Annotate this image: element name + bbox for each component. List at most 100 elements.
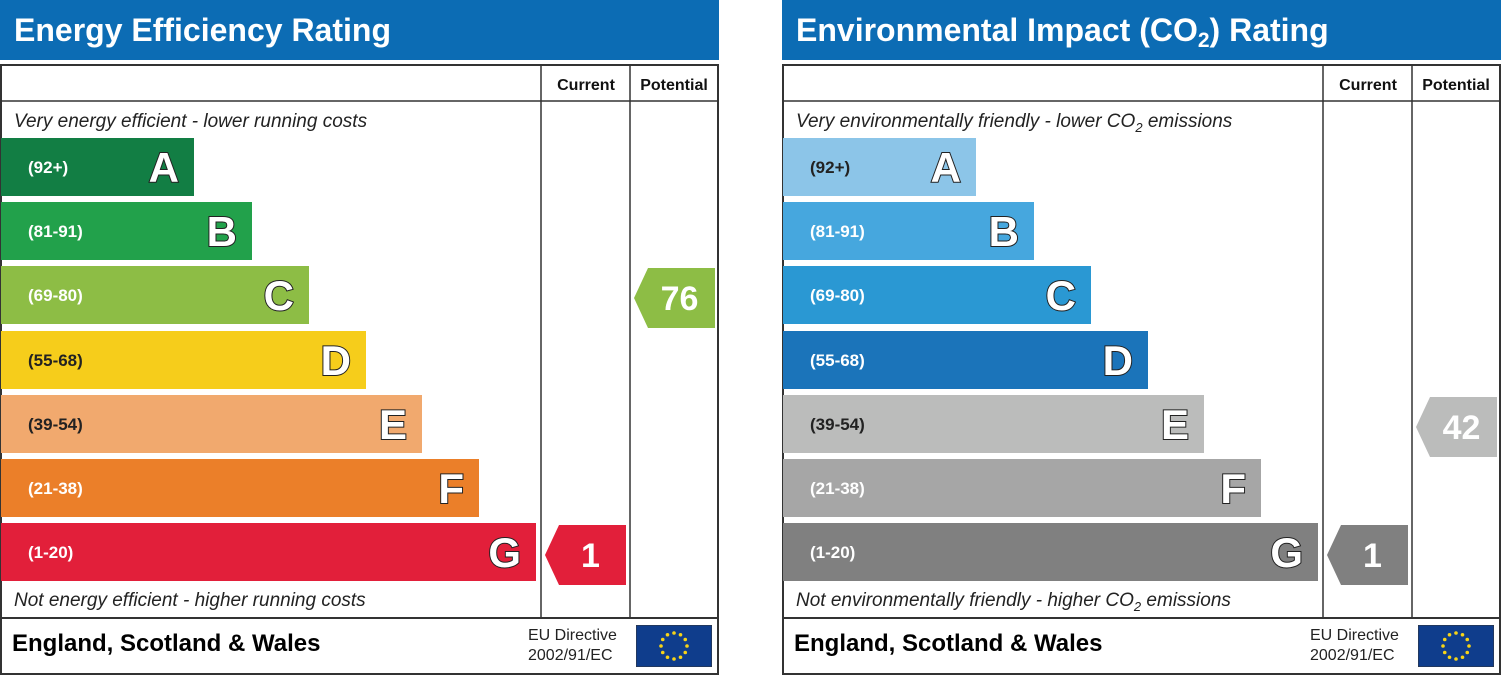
- energy-top-text: Very energy efficient - lower running co…: [14, 111, 368, 132]
- energy-band-g: [1, 523, 536, 581]
- env-band-range-d: (55-68): [810, 351, 865, 370]
- energy-eu-line1: EU Directive: [528, 627, 617, 644]
- eu-star: [1465, 637, 1470, 642]
- env-band-range-f: (21-38): [810, 479, 865, 498]
- env-footer-region: England, Scotland & Wales: [794, 630, 1103, 657]
- energy-bottom-text: Not energy efficient - higher running co…: [14, 590, 366, 611]
- energy-current-arrow: [545, 525, 626, 585]
- energy-chart: Current Potential Very energy efficient …: [0, 64, 719, 675]
- eu-star: [660, 637, 665, 642]
- eu-star: [678, 655, 683, 660]
- energy-potential-arrow: [634, 268, 715, 328]
- env-col-potential: Potential: [1422, 77, 1490, 94]
- energy-band-range-a: (92+): [28, 158, 68, 177]
- energy-band-f: [1, 459, 479, 517]
- eu-star: [660, 650, 665, 655]
- energy-chart-frame: Current Potential Very energy efficient …: [0, 64, 719, 675]
- energy-footer-region: England, Scotland & Wales: [12, 630, 321, 657]
- env-band-letter-c: C: [1046, 272, 1076, 319]
- env-top-text: Very environmentally friendly - lower CO…: [796, 111, 1233, 135]
- eu-star: [1447, 655, 1452, 660]
- energy-title: Energy Efficiency Rating: [14, 12, 391, 48]
- env-eu-directive: EU Directive 2002/91/EC: [1310, 626, 1399, 666]
- energy-band-range-d: (55-68): [28, 351, 83, 370]
- eu-star: [678, 632, 683, 637]
- env-band-range-e: (39-54): [810, 415, 865, 434]
- energy-eu-directive: EU Directive 2002/91/EC: [528, 626, 617, 666]
- eu-star: [1460, 655, 1465, 660]
- env-band-range-g: (1-20): [810, 543, 855, 562]
- eu-star: [659, 644, 663, 648]
- energy-col-potential: Potential: [640, 77, 708, 94]
- env-band-letter-a: A: [931, 144, 961, 191]
- environmental-rating-panel: Environmental Impact (CO2) Rating Curren…: [782, 0, 1501, 675]
- eu-flag-icon: [1418, 625, 1494, 667]
- energy-current-value: 1: [581, 537, 600, 575]
- energy-band-a: [1, 138, 194, 196]
- env-title: Environmental Impact (CO2) Rating: [796, 12, 1329, 52]
- env-potential-value: 42: [1443, 409, 1481, 447]
- energy-bands: (92+) A (81-91) B (69-80) C (55-68) D (39-54) E (2…: [1, 138, 536, 581]
- eu-star: [1454, 631, 1458, 635]
- energy-band-c: [1, 266, 309, 324]
- env-band-c: [783, 266, 1091, 324]
- env-markers: 1 42: [1327, 397, 1497, 585]
- energy-band-letter-c: C: [264, 272, 294, 319]
- energy-band-letter-f: F: [438, 465, 464, 512]
- energy-band-range-b: (81-91): [28, 222, 83, 241]
- eu-star: [1460, 632, 1465, 637]
- env-bands: (92+) A (81-91) B (69-80) C (55-68) D (39-54) E (2…: [783, 138, 1318, 581]
- energy-band-b: [1, 202, 252, 260]
- env-band-letter-b: B: [989, 208, 1019, 255]
- eu-star: [1454, 657, 1458, 661]
- eu-star: [683, 637, 688, 642]
- eu-star: [1442, 650, 1447, 655]
- energy-band-range-f: (21-38): [28, 479, 83, 498]
- eu-star: [665, 632, 670, 637]
- env-chart: Current Potential Very environmentally f…: [782, 64, 1501, 675]
- env-current-value: 1: [1363, 537, 1382, 575]
- energy-band-range-e: (39-54): [28, 415, 83, 434]
- energy-band-letter-d: D: [321, 337, 351, 384]
- env-band-e: [783, 395, 1204, 453]
- env-band-letter-g: G: [1270, 529, 1303, 576]
- eu-star: [1442, 637, 1447, 642]
- env-band-range-a: (92+): [810, 158, 850, 177]
- energy-band-letter-b: B: [207, 208, 237, 255]
- env-band-range-c: (69-80): [810, 286, 865, 305]
- energy-band-e: [1, 395, 422, 453]
- energy-band-letter-a: A: [149, 144, 179, 191]
- energy-rating-panel: Energy Efficiency Rating Current Potenti…: [0, 0, 719, 675]
- env-potential-arrow: [1416, 397, 1497, 457]
- eu-star: [672, 657, 676, 661]
- energy-band-range-g: (1-20): [28, 543, 73, 562]
- eu-star: [1465, 650, 1470, 655]
- energy-col-current: Current: [557, 77, 615, 94]
- energy-band-letter-g: G: [488, 529, 521, 576]
- energy-band-letter-e: E: [379, 401, 407, 448]
- env-eu-line1: EU Directive: [1310, 627, 1399, 644]
- energy-eu-line2: 2002/91/EC: [528, 647, 613, 664]
- env-title-bar: Environmental Impact (CO2) Rating: [782, 0, 1501, 60]
- env-eu-line2: 2002/91/EC: [1310, 647, 1395, 664]
- energy-band-d: [1, 331, 366, 389]
- eu-star: [683, 650, 688, 655]
- env-band-d: [783, 331, 1148, 389]
- eu-flag-icon: [636, 625, 712, 667]
- env-band-range-b: (81-91): [810, 222, 865, 241]
- eu-star: [665, 655, 670, 660]
- env-band-letter-d: D: [1103, 337, 1133, 384]
- eu-star: [672, 631, 676, 635]
- energy-markers: 1 76: [545, 268, 715, 585]
- env-current-arrow: [1327, 525, 1408, 585]
- env-col-current: Current: [1339, 77, 1397, 94]
- env-band-letter-f: F: [1220, 465, 1246, 512]
- env-chart-frame: Current Potential Very environmentally f…: [782, 64, 1501, 675]
- env-band-a: [783, 138, 976, 196]
- energy-potential-value: 76: [661, 280, 699, 318]
- env-band-g: [783, 523, 1318, 581]
- eu-star: [1467, 644, 1471, 648]
- eu-star: [685, 644, 689, 648]
- eu-star: [1441, 644, 1445, 648]
- env-band-letter-e: E: [1161, 401, 1189, 448]
